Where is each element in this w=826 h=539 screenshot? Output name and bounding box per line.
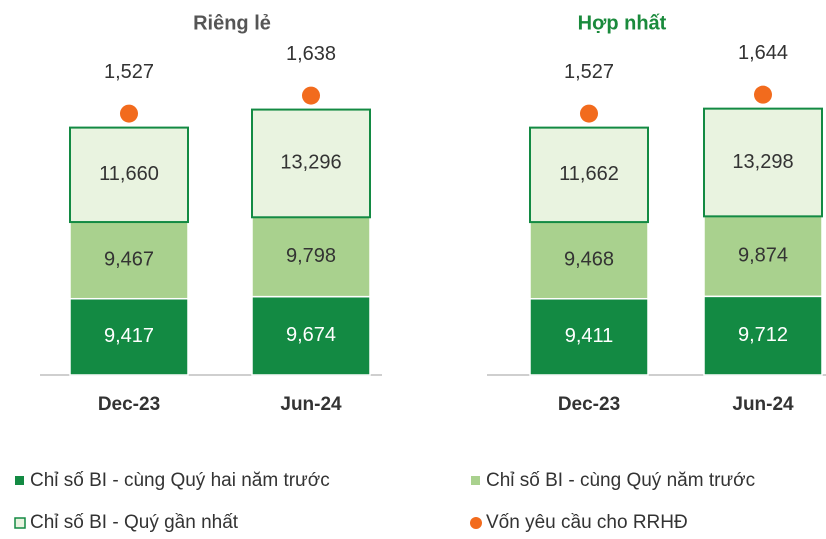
bar-segment xyxy=(251,216,371,298)
x-tick-label: Jun-24 xyxy=(732,394,794,415)
bar-segment xyxy=(529,298,649,376)
x-tick-label: Dec-23 xyxy=(558,394,620,415)
bar-segment xyxy=(703,107,823,218)
value-label: 1,527 xyxy=(104,61,154,83)
legend-label: Chỉ số BI - cùng Quý hai năm trước xyxy=(30,470,330,491)
value-label: 1,638 xyxy=(286,43,336,65)
chart-title: Riêng lẻ xyxy=(193,12,271,34)
legend-swatch xyxy=(14,517,26,529)
bar-segment xyxy=(703,215,823,298)
bar-segment xyxy=(529,126,649,224)
value-label: 1,527 xyxy=(564,61,614,83)
value-label: 13,296 xyxy=(280,152,341,174)
chart-title: Hợp nhất xyxy=(578,12,667,34)
bar-segment xyxy=(69,221,189,300)
legend-swatch xyxy=(471,476,480,485)
value-label: 9,417 xyxy=(104,325,154,347)
bar-segment xyxy=(69,297,189,376)
value-label: 9,467 xyxy=(104,249,154,271)
bar-segment xyxy=(529,221,649,300)
x-tick-label: Jun-24 xyxy=(280,394,342,415)
dot xyxy=(120,104,138,123)
value-label: 11,660 xyxy=(99,163,159,185)
value-label: 9,411 xyxy=(565,325,614,347)
value-label: 9,468 xyxy=(564,249,614,271)
dot xyxy=(302,86,320,105)
value-label: 9,798 xyxy=(286,245,336,267)
value-label: 9,712 xyxy=(738,324,788,346)
value-label: 13,298 xyxy=(732,151,793,173)
x-tick-label: Dec-23 xyxy=(98,394,160,415)
legend-swatch xyxy=(15,476,24,485)
legend-label: Vốn yêu cầu cho RRHĐ xyxy=(486,512,688,533)
bar-segment xyxy=(251,295,371,376)
dot xyxy=(580,104,598,123)
value-label: 11,662 xyxy=(559,163,619,185)
value-label: 1,644 xyxy=(738,42,788,64)
bar-segment xyxy=(69,126,189,224)
value-label: 9,674 xyxy=(286,324,336,346)
dot xyxy=(754,85,772,104)
value-label: 9,874 xyxy=(738,245,788,267)
bar-segment xyxy=(251,108,371,219)
legend-label: Chỉ số BI - Quý gần nhất xyxy=(30,512,239,533)
legend-swatch xyxy=(470,517,482,529)
legend-label: Chỉ số BI - cùng Quý năm trước xyxy=(486,470,755,491)
